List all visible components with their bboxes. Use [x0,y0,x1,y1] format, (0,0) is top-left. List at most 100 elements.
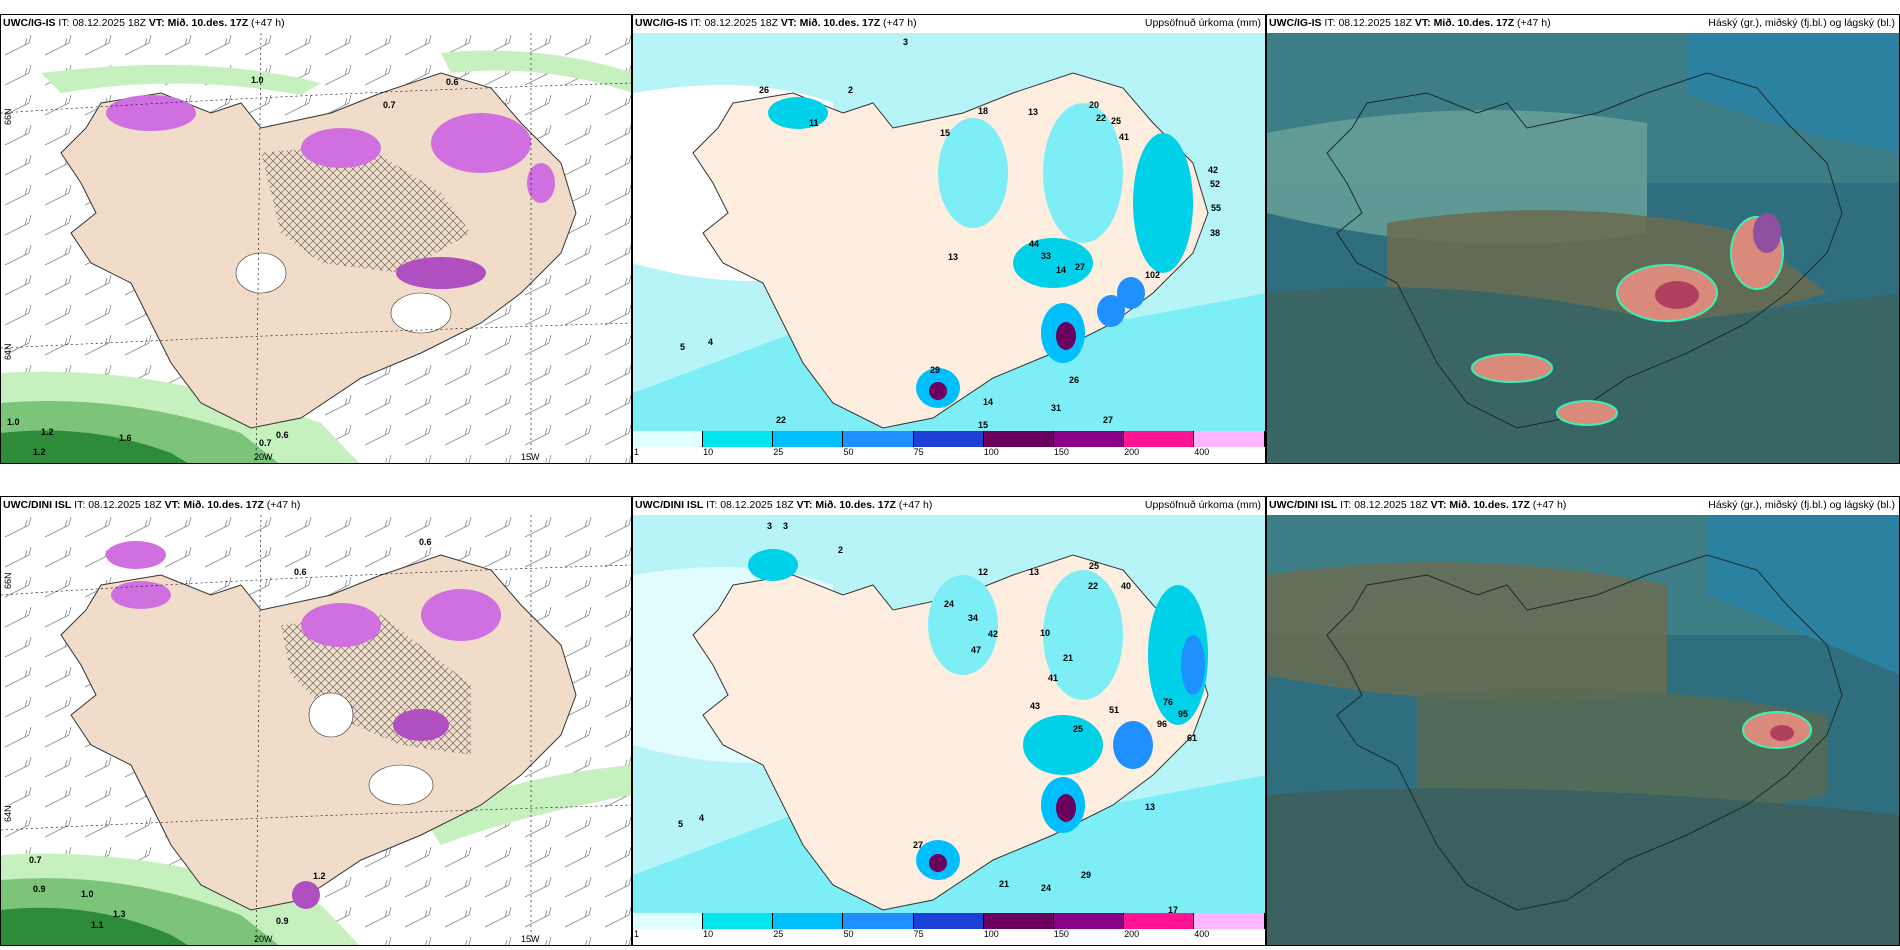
wind-label: 1.2 [41,427,54,437]
colorbar-swatch [1124,913,1195,929]
precip-value: 41 [1119,132,1130,142]
panel-row2-clouds: UWC/DINI ISL IT: 08.12.2025 18Z VT: Mið.… [1266,496,1900,946]
wind-label: 1.1 [91,920,104,930]
lon-label-20w: 20W [254,934,273,944]
precip-colorbar: 1 10 25 50 75 100 150 200 400 [633,431,1265,457]
colorbar-swatch [1194,913,1265,929]
precip-value: 52 [1210,179,1221,189]
precip-value: 47 [971,645,982,655]
wind-label: 1.0 [81,889,94,899]
precip-value: 15 [978,420,989,430]
panel-row2-precip: UWC/DINI ISL IT: 08.12.2025 18Z VT: Mið.… [632,496,1266,946]
colorbar-swatch [983,913,1054,929]
colorbar-tick: 150 [1053,447,1069,457]
cloud-title: Háský (gr.), miðský (fj.bl.) og lágský (… [1708,17,1895,29]
lon-label-15w: 15W [521,934,540,944]
precip-value: 18 [978,106,989,116]
precip-value: 55 [1211,203,1222,213]
precip-value: 61 [1187,733,1198,743]
precip-value: 44 [1029,239,1040,249]
lon-label-15w: 15W [521,452,540,462]
colorbar-tick: 1 [634,929,640,939]
precip-title: Uppsöfnuð úrkoma (mm) [1144,17,1261,29]
wind-label: 0.9 [276,916,289,926]
panel-row2-wind: UWC/DINI ISL IT: 08.12.2025 18Z VT: Mið.… [0,496,632,946]
colorbar-tick: 400 [1194,929,1210,939]
precip-value: 17 [1168,905,1179,915]
precip-value: 22 [1096,113,1107,123]
colorbar-swatch [1194,431,1265,447]
precip-value: 14 [983,397,994,407]
colorbar-swatch [1053,431,1125,447]
precip-value: 4 [699,813,705,823]
precip-value: 12 [978,567,989,577]
precip-value: 13 [1028,107,1039,117]
wind-label: 0.6 [276,430,289,440]
wind-label: 1.2 [313,871,326,881]
precip-value: 43 [1030,701,1041,711]
precip-value: 25 [1111,116,1122,126]
precip-value: 2 [838,545,844,555]
wind-label: 0.7 [383,100,396,110]
colorbar-tick: 200 [1124,447,1140,457]
wind-map [1,33,631,463]
precip-value: 27 [1103,415,1114,425]
iceland-outline [1326,72,1843,429]
colorbar-tick: 10 [703,929,714,939]
colorbar-tick: 100 [983,929,999,939]
precip-value: 96 [1157,719,1168,729]
panel-title: UWC/DINI ISL IT: 08.12.2025 18Z VT: Mið.… [3,499,301,511]
colorbar-tick: 75 [913,929,924,939]
precip-value: 11 [809,118,819,128]
colorbar-tick: 200 [1124,929,1140,939]
panel-row1-clouds: UWC/IG-IS IT: 08.12.2025 18Z VT: Mið. 10… [1266,14,1900,464]
wind-label: 0.7 [29,855,42,865]
precip-value: 25 [1073,724,1084,734]
colorbar-tick: 50 [843,447,854,457]
precip-value: 34 [968,613,979,623]
precip-value: 22 [776,415,787,425]
panel-title: UWC/DINI ISL IT: 08.12.2025 18Z VT: Mið.… [635,499,933,511]
colorbar-tick: 75 [913,447,924,457]
panel-row1-wind: UWC/IG-IS IT: 08.12.2025 18Z VT: Mið. 10… [0,14,632,464]
precip-value: 76 [1163,697,1174,707]
wind-label: 0.9 [33,884,46,894]
precip-value: 13 [1145,802,1156,812]
precip-value: 21 [1063,653,1074,663]
precip-value: 40 [1121,581,1132,591]
precip-value: 33 [1041,251,1052,261]
colorbar-swatch [703,913,774,929]
precip-value: 22 [1088,581,1099,591]
colorbar-swatch [913,913,984,929]
colorbar-swatch [703,431,774,447]
wind-label: 1.0 [251,75,264,85]
lat-label-bottom: 64N [3,343,13,360]
precip-value: 20 [1089,100,1100,110]
precip-value: 5 [678,819,684,829]
colorbar-tick: 400 [1194,447,1210,457]
panel-title: UWC/IG-IS IT: 08.12.2025 18Z VT: Mið. 10… [635,17,917,29]
precip-value: 10 [1040,628,1051,638]
cloud-title: Háský (gr.), miðský (fj.bl.) og lágský (… [1708,499,1895,511]
wind-label: 0.6 [294,567,307,577]
wind-label: 1.0 [7,417,20,427]
precip-value: 15 [940,128,951,138]
precip-value: 102 [1145,270,1161,280]
precip-value: 51 [1109,705,1120,715]
precip-value: 4 [708,337,714,347]
precip-value: 25 [1089,561,1100,571]
wind-label: 1.6 [119,433,132,443]
precip-value: 38 [1210,228,1221,238]
precip-value: 21 [999,879,1010,889]
iceland-outline [1326,554,1843,911]
colorbar-tick: 1 [634,447,640,457]
panel-title: UWC/IG-IS IT: 08.12.2025 18Z VT: Mið. 10… [1269,17,1551,29]
precip-map [633,515,1265,913]
colorbar-swatch [843,431,914,447]
wind-label: 0.6 [419,537,432,547]
colorbar-swatch [773,913,844,929]
colorbar-tick: 100 [983,447,999,457]
precip-value: 3 [903,37,909,47]
cloud-map [1267,515,1899,945]
wind-label: 1.3 [113,909,126,919]
